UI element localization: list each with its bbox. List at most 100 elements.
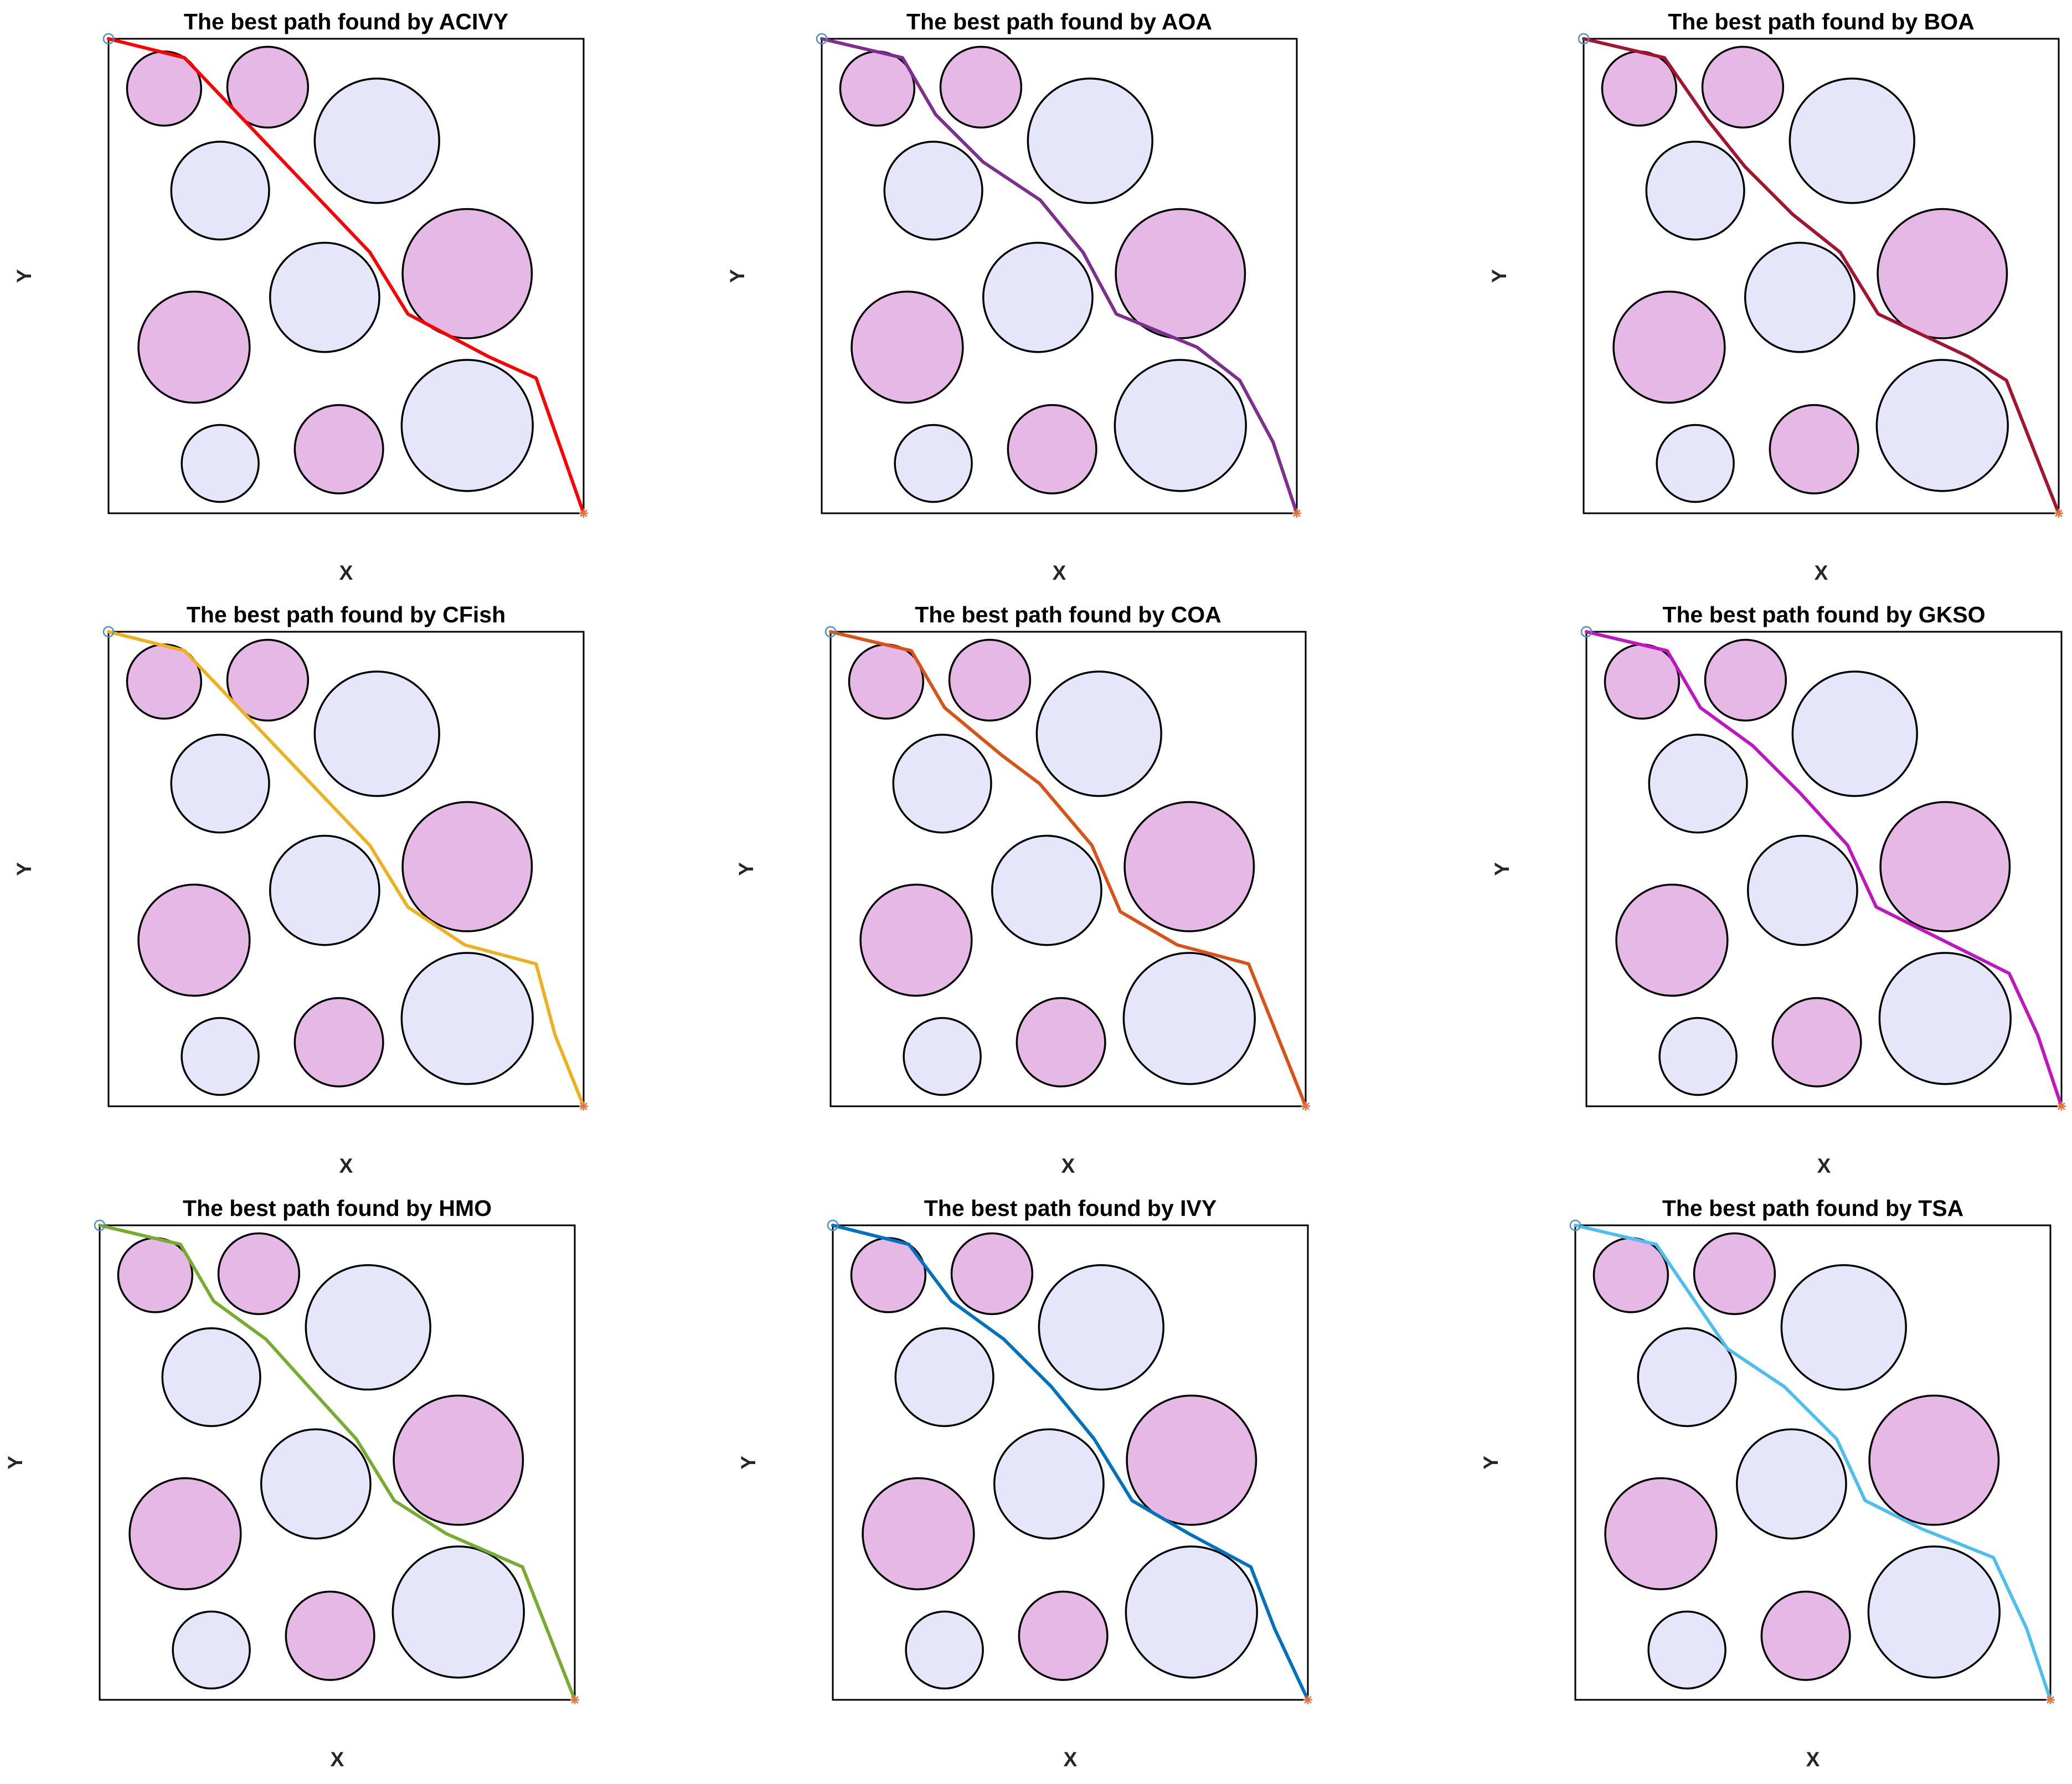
obstacle-circle-6 — [991, 834, 1102, 946]
obstacle-circle-3 — [313, 671, 440, 797]
x-axis-label: X — [1817, 1154, 1831, 1177]
obstacle-circle-9 — [181, 1017, 260, 1096]
obstacle-circle-2 — [1704, 638, 1787, 722]
obstacle-circle-5 — [401, 801, 533, 932]
obstacle-circle-3 — [313, 78, 440, 204]
panel-title: The best path found by GKSO — [1662, 602, 1985, 627]
obstacle-circle-10 — [285, 1590, 375, 1681]
start-point-marker — [102, 626, 115, 638]
end-point-marker — [2054, 509, 2063, 518]
obstacle-circle-2 — [950, 1232, 1034, 1316]
obstacle-circle-8 — [391, 1545, 525, 1679]
best-path-line — [831, 1224, 1310, 1701]
obstacle-circle-8 — [1867, 1545, 2001, 1679]
obstacle-circle-4 — [170, 141, 270, 241]
obstacle-circle-4 — [170, 734, 270, 834]
panel-title: The best path found by COA — [915, 602, 1221, 627]
y-axis-label: Y — [737, 1456, 760, 1470]
y-axis-label: Y — [13, 269, 35, 283]
x-axis-label: X — [1061, 1154, 1075, 1177]
end-point-marker — [579, 1102, 588, 1111]
start-point-marker — [824, 626, 837, 638]
obstacle-circle-4 — [883, 141, 983, 241]
obstacle-circle-5 — [1115, 208, 1246, 339]
y-axis-label: Y — [1491, 862, 1513, 876]
obstacle-circle-9 — [172, 1610, 251, 1690]
obstacle-circle-9 — [181, 424, 260, 503]
end-point-marker — [2057, 1102, 2066, 1111]
obstacle-circle-6 — [260, 1428, 372, 1540]
x-axis-label: X — [1806, 1748, 1820, 1771]
obstacle-circle-10 — [1760, 1590, 1851, 1681]
obstacle-circle-1 — [1592, 1237, 1669, 1313]
obstacle-circle-5 — [1877, 208, 2008, 339]
obstacle-circle-7 — [137, 290, 251, 404]
obstacle-circle-3 — [1038, 1264, 1164, 1391]
obstacle-circle-10 — [1771, 997, 1862, 1087]
panel-title: The best path found by AOA — [906, 9, 1212, 34]
obstacle-circle-6 — [269, 834, 380, 946]
obstacle-circle-1 — [1601, 50, 1678, 127]
x-axis-label: X — [339, 1154, 353, 1177]
obstacle-circle-6 — [269, 241, 380, 353]
y-axis-label: Y — [4, 1456, 27, 1470]
obstacle-circle-2 — [1701, 45, 1785, 129]
obstacle-circle-7 — [1604, 1477, 1718, 1591]
obstacle-circle-10 — [293, 997, 384, 1087]
y-axis-label: Y — [735, 862, 757, 876]
obstacle-circle-7 — [128, 1477, 242, 1591]
obstacle-circle-5 — [1879, 801, 2011, 932]
start-point-marker — [94, 1219, 106, 1231]
panel-title: The best path found by ACIVY — [184, 9, 508, 34]
obstacle-circle-2 — [1693, 1232, 1776, 1316]
obstacle-circle-10 — [1018, 1590, 1109, 1681]
obstacle-circle-4 — [1648, 734, 1748, 834]
obstacle-circle-5 — [401, 208, 533, 339]
obstacle-circle-9 — [905, 1610, 984, 1690]
obstacle-circle-5 — [1123, 801, 1255, 932]
obstacle-circle-9 — [1656, 424, 1735, 503]
panel-title: The best path found by HMO — [183, 1195, 492, 1221]
obstacle-circle-4 — [1637, 1327, 1737, 1427]
obstacle-circle-10 — [1007, 404, 1097, 494]
obstacle-circle-7 — [862, 1477, 975, 1591]
obstacle-circle-7 — [1615, 883, 1729, 997]
end-point-marker — [2046, 1695, 2055, 1704]
end-point-marker — [1292, 509, 1301, 518]
end-point-marker — [1301, 1102, 1310, 1111]
obstacle-circle-6 — [993, 1428, 1105, 1540]
obstacle-circle-4 — [894, 1327, 994, 1427]
panel-7: The best path found by HMO X Y — [4, 1195, 579, 1771]
obstacle-circle-1 — [848, 643, 925, 720]
best-path-line — [820, 37, 1298, 515]
panel-title: The best path found by BOA — [1668, 9, 1974, 34]
obstacle-circle-5 — [1126, 1394, 1257, 1526]
obstacle-circle-8 — [1114, 359, 1247, 492]
panel-3: The best path found by BOA X Y — [1488, 9, 2063, 584]
obstacle-circle-6 — [1744, 241, 1855, 353]
obstacle-circle-7 — [851, 290, 964, 404]
obstacle-circle-5 — [393, 1394, 524, 1526]
obstacle-circle-10 — [1769, 404, 1859, 494]
obstacle-circle-9 — [903, 1017, 982, 1096]
y-axis-label: Y — [13, 862, 35, 876]
best-path-line — [107, 37, 585, 515]
panel-title: The best path found by TSA — [1662, 1195, 1963, 1221]
obstacle-circle-3 — [1788, 78, 1915, 204]
start-point-marker — [1580, 626, 1592, 638]
y-axis-label: Y — [1480, 1456, 1502, 1470]
obstacle-circle-2 — [939, 45, 1023, 129]
panel-1: The best path found by ACIVY X Y — [13, 9, 588, 584]
obstacle-circle-3 — [1791, 671, 1918, 797]
x-axis-label: X — [1815, 561, 1828, 584]
best-path-line — [1574, 1224, 2052, 1701]
obstacle-circle-2 — [226, 638, 310, 722]
start-point-marker — [1578, 33, 1590, 45]
best-path-line — [829, 630, 1307, 1108]
obstacle-circle-9 — [1647, 1610, 1726, 1690]
obstacle-circle-1 — [839, 50, 916, 127]
x-axis-label: X — [1053, 561, 1066, 584]
best-path-line — [98, 1224, 576, 1701]
obstacle-circle-7 — [137, 883, 251, 997]
